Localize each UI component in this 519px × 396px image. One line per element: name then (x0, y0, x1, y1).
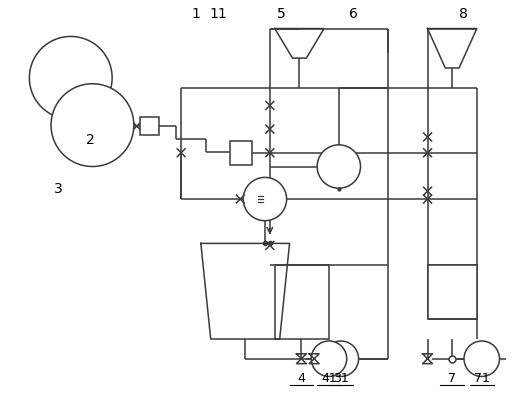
Bar (428, 265, 477, 319)
Circle shape (30, 36, 112, 119)
Circle shape (243, 177, 286, 221)
Text: 8: 8 (459, 7, 468, 21)
Circle shape (323, 341, 359, 377)
Bar (140, 117, 159, 135)
Text: 2: 2 (86, 133, 95, 147)
Text: 5: 5 (277, 7, 286, 21)
Text: 41: 41 (321, 372, 337, 385)
Text: 6: 6 (349, 7, 358, 21)
Circle shape (311, 341, 347, 377)
Circle shape (317, 145, 361, 188)
Bar (230, 141, 252, 165)
Text: 1: 1 (192, 7, 200, 21)
Text: 4: 4 (297, 372, 305, 385)
Text: 3: 3 (53, 182, 62, 196)
Circle shape (51, 84, 134, 167)
Text: 11: 11 (210, 7, 227, 21)
Circle shape (464, 341, 499, 377)
Text: 71: 71 (474, 372, 490, 385)
Bar (275, 265, 329, 339)
Text: 31: 31 (333, 372, 349, 385)
Text: 7: 7 (448, 372, 456, 385)
